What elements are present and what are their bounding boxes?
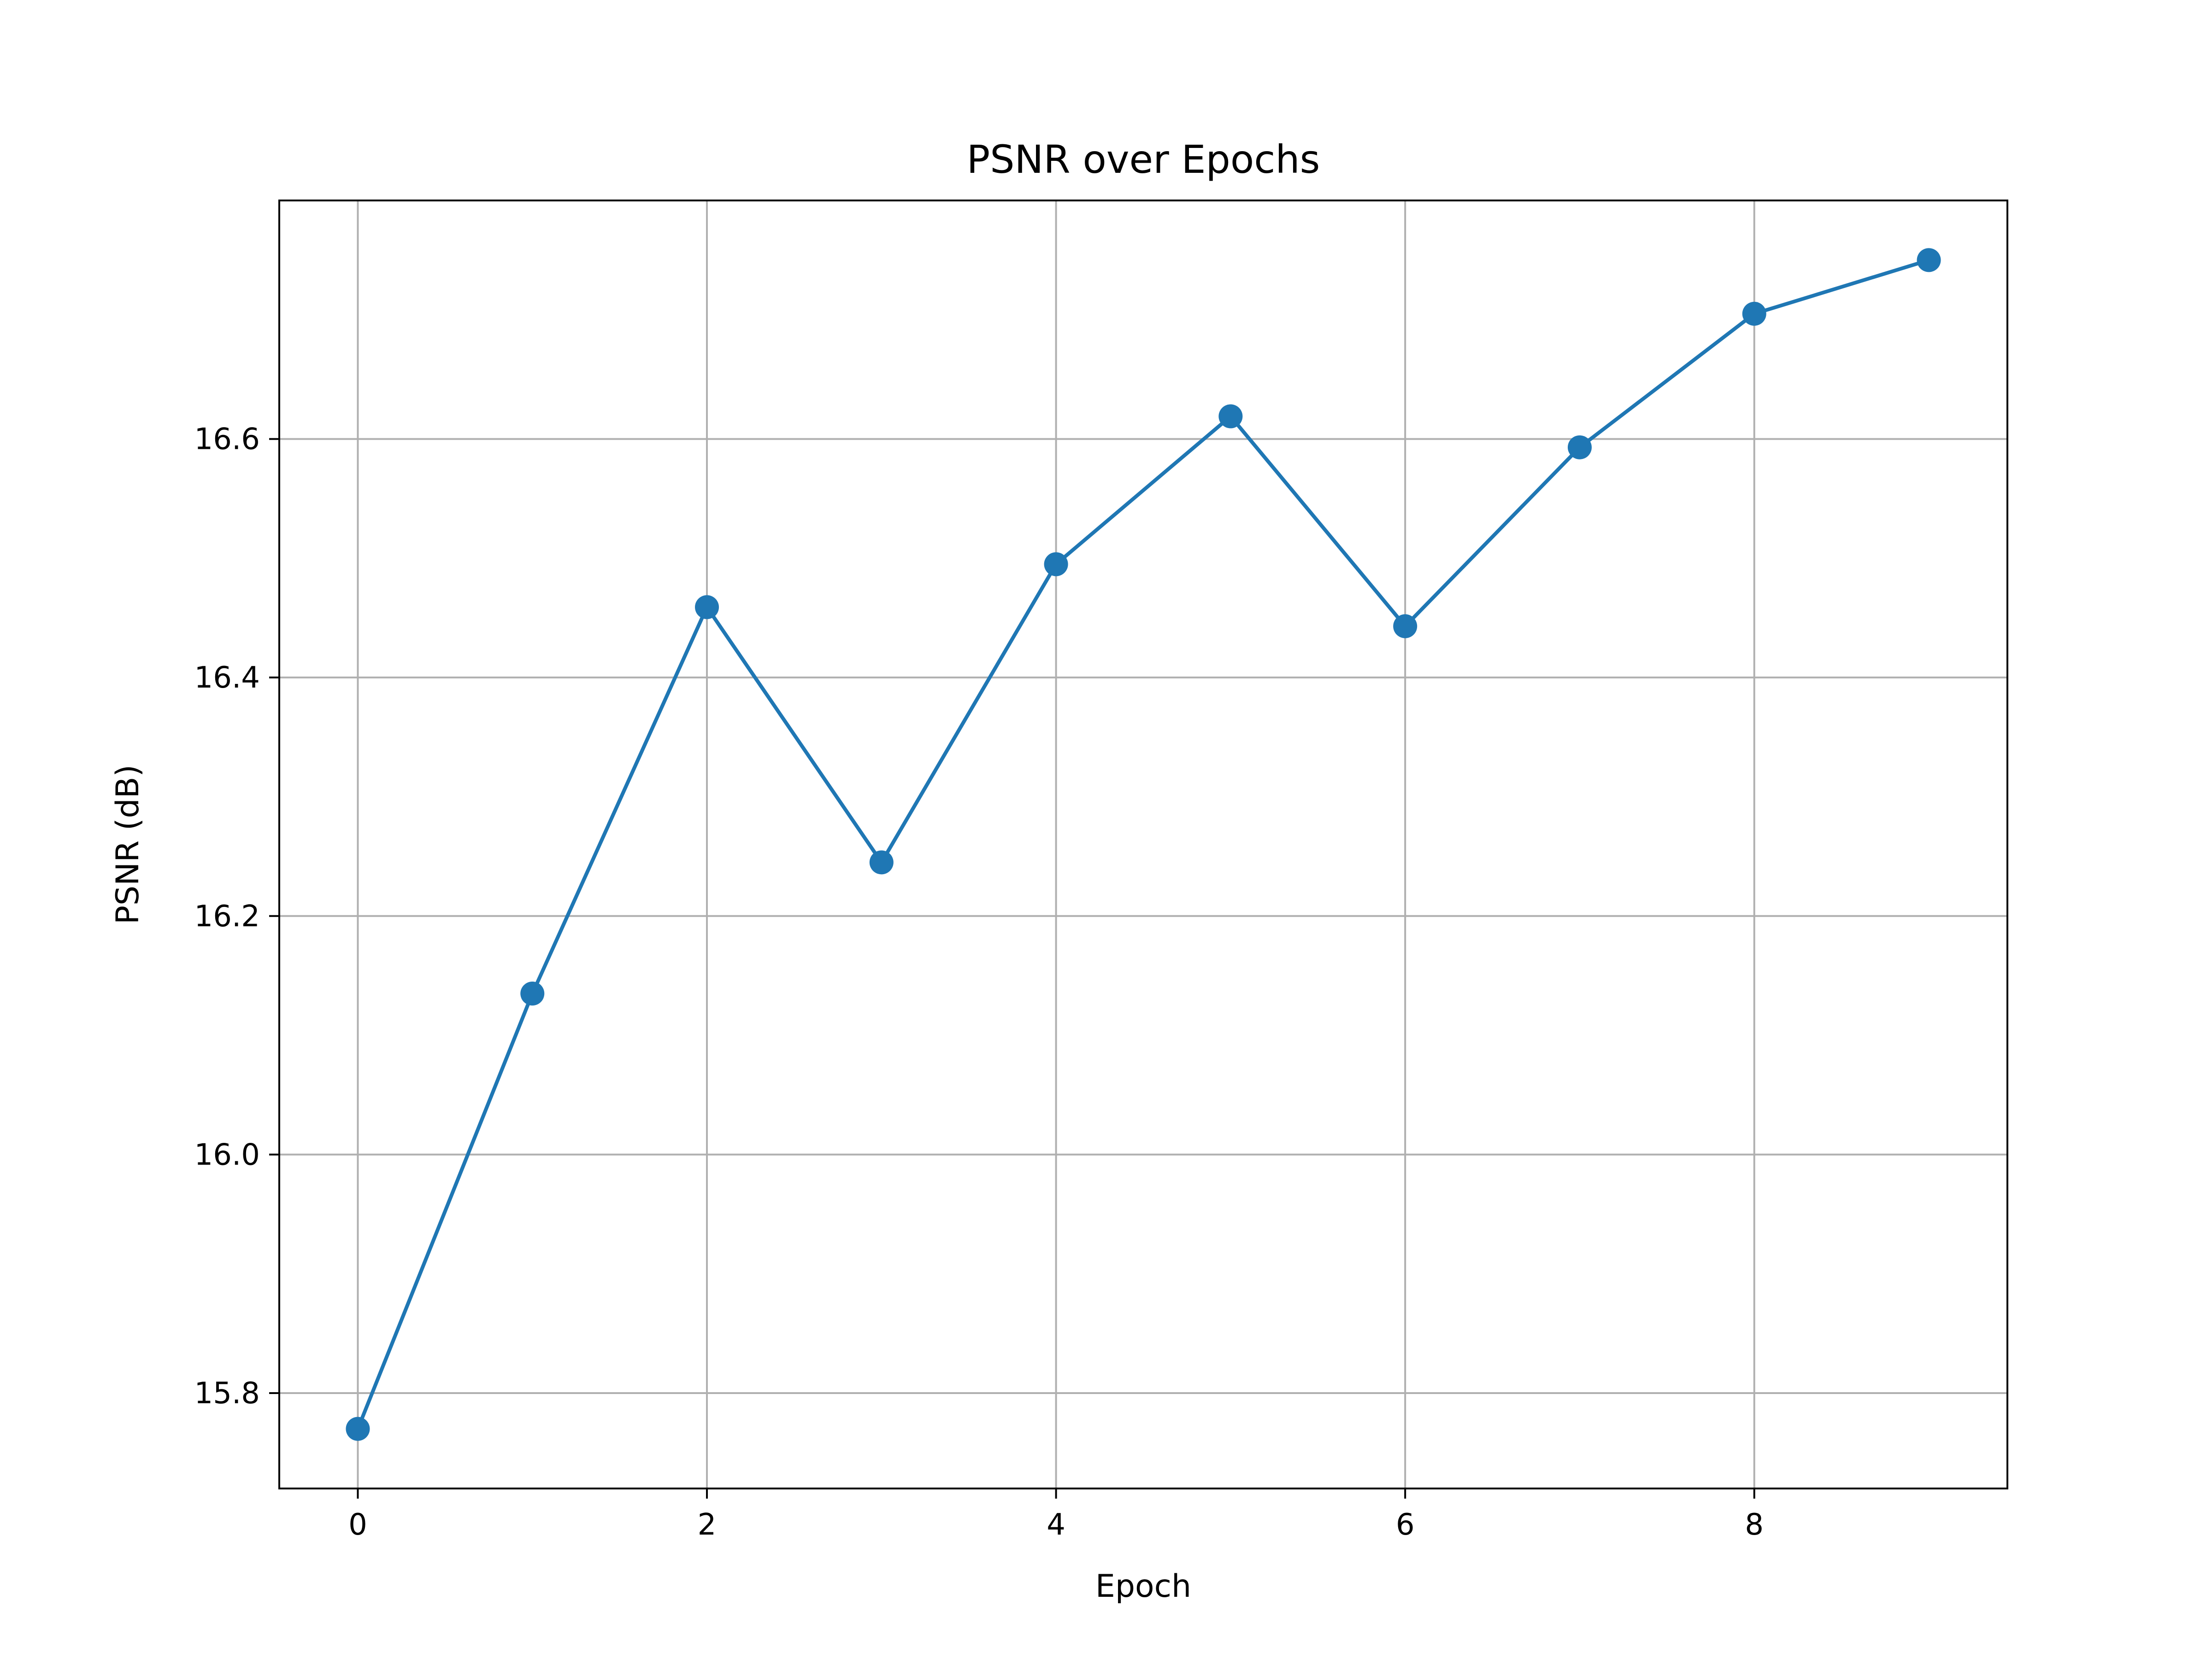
data-point [520, 981, 545, 1006]
y-tick-label: 15.8 [194, 1377, 260, 1411]
grid [279, 200, 2007, 1488]
data-point [1044, 552, 1068, 577]
x-tick-label: 4 [1047, 1508, 1065, 1542]
y-tick-label: 16.6 [194, 423, 260, 457]
y-tick-label: 16.2 [194, 900, 260, 934]
x-tick-label: 8 [1745, 1508, 1764, 1542]
series-line [356, 258, 1930, 1430]
plot-frame [278, 200, 2008, 1489]
tick-marks [269, 438, 1755, 1499]
data-point [1917, 248, 1941, 272]
y-axis-label: PSNR (dB) [110, 765, 146, 924]
data-point [869, 850, 894, 875]
x-axis-label: Epoch [1095, 1568, 1191, 1605]
data-point [695, 595, 719, 619]
data-point [346, 1417, 370, 1441]
x-tick-label: 0 [348, 1508, 367, 1542]
data-point [1567, 435, 1592, 459]
x-tick-label: 2 [698, 1508, 717, 1542]
data-point [1742, 301, 1766, 326]
x-tick-label: 6 [1396, 1508, 1415, 1542]
data-point [1393, 614, 1418, 638]
series-layer [346, 248, 1941, 1441]
chart-title: PSNR over Epochs [967, 137, 1320, 182]
data-point [1218, 404, 1243, 429]
y-tick-label: 16.0 [194, 1138, 260, 1172]
y-tick-label: 16.4 [194, 661, 260, 695]
